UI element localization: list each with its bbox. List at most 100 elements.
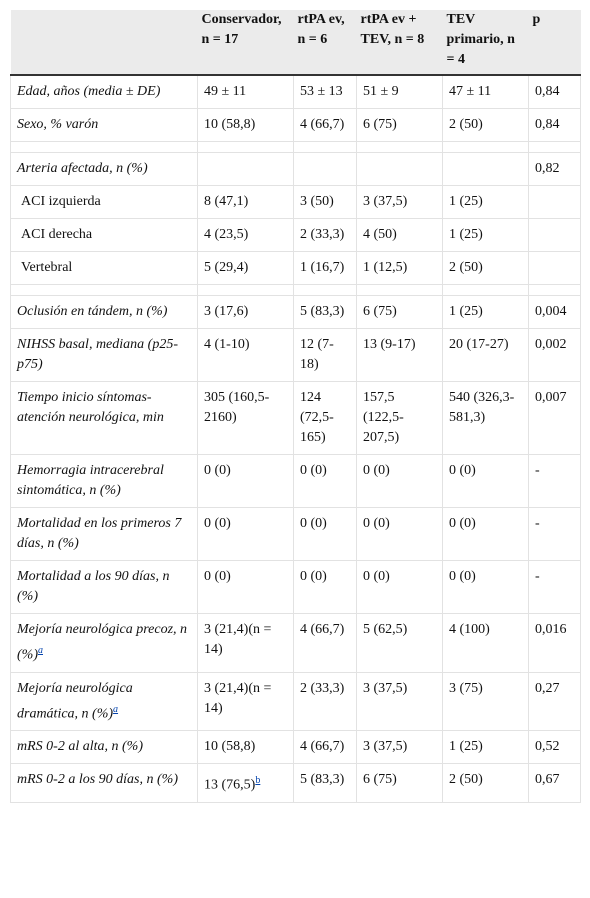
footnote-ref: a — [38, 643, 43, 656]
cell-text: Edad, años (media ± DE) — [17, 84, 161, 99]
table-cell: 0 (0) — [197, 507, 294, 561]
table-cell: 0,84 — [528, 108, 581, 142]
header-text: Conservador, n = 17 — [201, 12, 282, 47]
table-cell: 3 (37,5) — [356, 185, 443, 219]
row-label: mRS 0-2 a los 90 días, n (%) — [10, 763, 198, 803]
table-cell: 0,82 — [528, 152, 581, 186]
cell-text: 5 (83,3) — [300, 304, 345, 319]
cell-text: 47 ± 11 — [449, 84, 492, 99]
cell-text: 0 (0) — [363, 463, 390, 478]
cell-text: 3 (37,5) — [363, 680, 408, 696]
table-cell: 1 (25) — [442, 185, 529, 219]
cell-text: 305 (160,5-2160) — [204, 390, 270, 425]
table-cell: 540 (326,3-581,3) — [442, 381, 529, 455]
separator-cell — [293, 141, 357, 153]
cell-text: 49 ± 11 — [204, 84, 247, 99]
row-label: Mortalidad a los 90 días, n (%) — [10, 560, 198, 614]
cell-text: 0,004 — [535, 304, 567, 319]
cell-text: 53 ± 13 — [300, 84, 343, 99]
table-cell: 6 (75) — [356, 295, 443, 329]
cell-text: 6 (75) — [363, 304, 397, 319]
table-cell: 5 (29,4) — [197, 251, 294, 285]
header-cell: Conservador, n = 17 — [197, 10, 294, 76]
table-row: Vertebral 5 (29,4) 1 (16,7) 1 (12,5) 2 (50) — [10, 251, 581, 285]
table-cell: 1 (12,5) — [356, 251, 443, 285]
table-cell — [442, 152, 529, 186]
table-cell: - — [528, 454, 581, 508]
table-cell: 0 (0) — [356, 560, 443, 614]
table-row: Hemorragia intracerebral sintomática, n … — [10, 454, 581, 508]
table-row: mRS 0-2 al alta, n (%) 10 (58,8) 4 (66,7) 3… — [10, 730, 581, 765]
footnote-link[interactable]: a — [113, 703, 119, 715]
table-cell: 10 (58,8) — [197, 730, 294, 765]
cell-text: 13 (76,5) — [204, 777, 256, 793]
separator-row — [10, 284, 581, 296]
cell-text: 0 (0) — [363, 516, 390, 531]
table-cell: 0,007 — [528, 381, 581, 455]
row-label: ACI derecha — [10, 218, 198, 252]
header-cell: rtPA ev, n = 6 — [293, 10, 357, 76]
cell-text: 0 (0) — [300, 463, 327, 478]
row-label: Edad, años (media ± DE) — [10, 74, 198, 109]
cell-text: 0 (0) — [204, 463, 231, 478]
table-cell — [528, 218, 581, 252]
footnote-link[interactable]: b — [255, 775, 261, 787]
header-cell — [10, 10, 198, 76]
table-cell: 51 ± 9 — [356, 74, 443, 109]
table-cell: 124 (72,5-165) — [293, 381, 357, 455]
cell-text: 0,84 — [535, 117, 560, 132]
table-cell: 0 (0) — [197, 454, 294, 508]
cell-text: 0,67 — [535, 772, 560, 788]
separator-cell — [10, 284, 198, 296]
table-cell: 0 (0) — [293, 560, 357, 614]
cell-text: 0 (0) — [204, 569, 231, 584]
row-label: Tiempo inicio síntomas-atención neurológ… — [10, 381, 198, 455]
cell-text: 13 (9-17) — [363, 337, 416, 352]
cell-text: 1 (16,7) — [300, 260, 345, 275]
table-cell: 1 (16,7) — [293, 251, 357, 285]
cell-text: 0 (0) — [300, 516, 327, 531]
table-cell: 4 (66,7) — [293, 730, 357, 765]
cell-text: 4 (50) — [363, 227, 397, 242]
cell-text: Mortalidad a los 90 días, n (%) — [17, 569, 170, 604]
cell-text: 4 (23,5) — [204, 227, 249, 242]
table-cell: 3 (21,4)(n = 14) — [197, 671, 294, 732]
table-cell: 2 (33,3) — [293, 218, 357, 252]
cell-text: 4 (100) — [449, 622, 490, 637]
table-cell: 4 (23,5) — [197, 218, 294, 252]
table-cell: 3 (17,6) — [197, 295, 294, 329]
row-label: mRS 0-2 al alta, n (%) — [10, 730, 198, 765]
cell-text: mRS 0-2 al alta, n (%) — [17, 739, 143, 755]
table-row: Sexo, % varón 10 (58,8) 4 (66,7) 6 (75) 2 (5… — [10, 108, 581, 142]
cell-text: Vertebral — [21, 260, 73, 275]
cell-text: 2 (50) — [449, 260, 483, 275]
cell-text: Mejoría neurológica precoz, n (%) — [17, 622, 188, 663]
table-cell: 5 (62,5) — [356, 613, 443, 673]
table-cell: 2 (33,3) — [293, 671, 357, 732]
table-cell: 4 (50) — [356, 218, 443, 252]
header-cell: TEV primario, n = 4 — [442, 10, 529, 76]
cell-text: 5 (83,3) — [300, 772, 345, 788]
table-cell — [197, 152, 294, 186]
cell-text: 2 (50) — [449, 117, 483, 132]
table-cell: 1 (25) — [442, 295, 529, 329]
cell-text: mRS 0-2 a los 90 días, n (%) — [17, 772, 178, 788]
cell-text: 0 (0) — [449, 516, 476, 531]
cell-text: 2 (50) — [449, 772, 483, 788]
cell-text: Sexo, % varón — [17, 117, 99, 132]
cell-text: 0,016 — [535, 622, 567, 637]
cell-text: 0 (0) — [204, 516, 231, 531]
cell-text: 0,007 — [535, 390, 567, 405]
footnote-link[interactable]: a — [38, 645, 43, 656]
cell-text: Oclusión en tándem, n (%) — [17, 304, 168, 319]
cell-text: 5 (62,5) — [363, 622, 408, 637]
separator-cell — [528, 284, 581, 296]
table-row: Mortalidad en los primeros 7 días, n (%)… — [10, 507, 581, 561]
cell-text: - — [535, 463, 540, 478]
table-cell: 1 (25) — [442, 730, 529, 765]
cell-text: 2 (33,3) — [300, 680, 345, 696]
table-row: Mejoría neurológica precoz, n (%)a 3 (21,… — [10, 613, 581, 673]
table-row: ACI izquierda 8 (47,1) 3 (50) 3 (37,5) 1 (25… — [10, 185, 581, 219]
table-cell: 0,004 — [528, 295, 581, 329]
